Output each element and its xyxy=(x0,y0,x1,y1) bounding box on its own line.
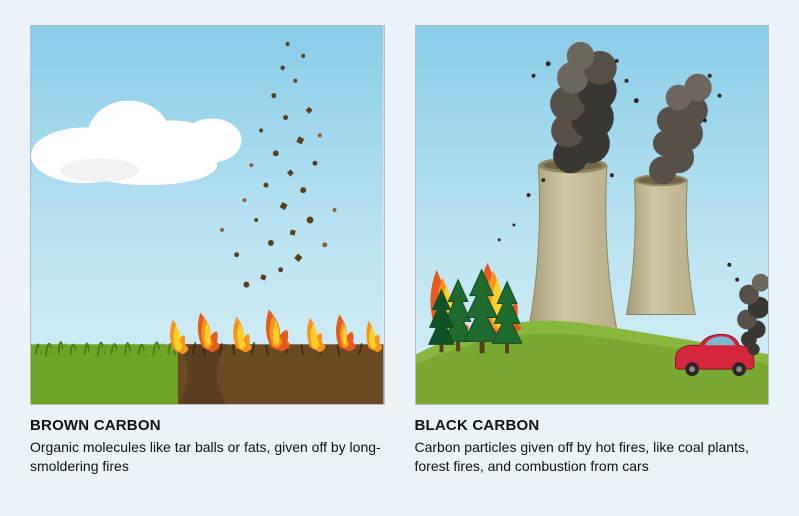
brown-carbon-title: BROWN CARBON xyxy=(30,417,385,434)
brown-carbon-caption: BROWN CARBON Organic molecules like tar … xyxy=(30,417,385,476)
black-carbon-caption: BLACK CARBON Carbon particles given off … xyxy=(415,417,770,476)
black-carbon-description: Carbon particles given off by hot fires,… xyxy=(415,438,770,476)
black-carbon-illustration xyxy=(415,25,770,405)
cooling-tower-icon xyxy=(528,157,616,329)
brown-carbon-panel: BROWN CARBON Organic molecules like tar … xyxy=(30,25,385,491)
black-carbon-panel: BLACK CARBON Carbon particles given off … xyxy=(415,25,770,491)
brown-carbon-illustration xyxy=(30,25,385,405)
black-carbon-title: BLACK CARBON xyxy=(415,417,770,434)
cooling-tower-icon xyxy=(626,174,695,314)
brown-carbon-description: Organic molecules like tar balls or fats… xyxy=(30,438,385,476)
